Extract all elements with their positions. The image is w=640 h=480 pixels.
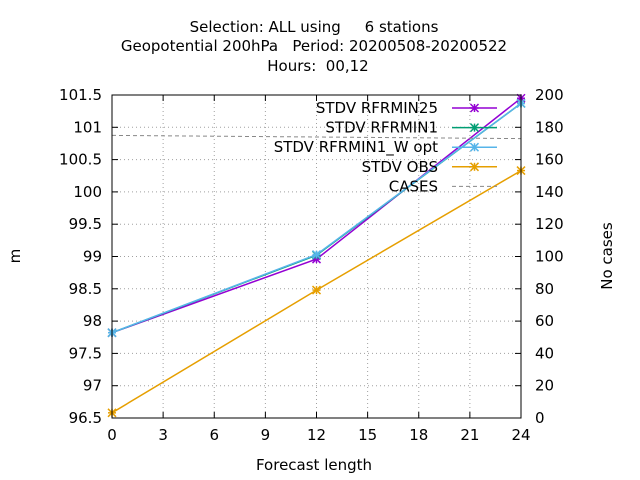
legend-label-4: CASES (389, 177, 438, 195)
x-axis-label: Forecast length (256, 456, 372, 474)
y-tick-label: 100 (73, 183, 102, 201)
y-tick-label: 96.5 (69, 409, 102, 427)
y-tick-label: 98.5 (69, 280, 102, 298)
y2-axis-label: No cases (598, 222, 616, 290)
y2-tick-label: 160 (535, 151, 564, 169)
chart-title-line-1: Selection: ALL using 6 stations (190, 18, 439, 36)
y2-tick-label: 120 (535, 215, 564, 233)
legend-label-2: STDV RFRMIN1_W opt (274, 138, 438, 157)
y-tick-label: 98 (83, 312, 102, 330)
legend-label-1: STDV RFRMIN1 (325, 119, 438, 137)
y-tick-label: 97 (83, 377, 102, 395)
data-point-series-3 (311, 285, 322, 295)
legend-marker-0 (469, 103, 480, 113)
data-point-series-2 (311, 250, 322, 260)
x-tick-label: 18 (409, 426, 428, 444)
x-tick-label: 24 (511, 426, 530, 444)
legend-label-3: STDV OBS (362, 158, 438, 176)
y-tick-label: 101.5 (59, 86, 102, 104)
y2-tick-label: 180 (535, 118, 564, 136)
legend-label-0: STDV RFRMIN25 (316, 99, 438, 117)
y2-tick-label: 140 (535, 183, 564, 201)
x-tick-label: 12 (307, 426, 326, 444)
x-tick-label: 9 (261, 426, 271, 444)
y2-tick-label: 40 (535, 344, 554, 362)
y-tick-label: 97.5 (69, 344, 102, 362)
y2-tick-label: 0 (535, 409, 545, 427)
y2-tick-label: 80 (535, 280, 554, 298)
x-tick-label: 0 (107, 426, 117, 444)
legend-marker-1 (469, 123, 480, 133)
y2-tick-label: 100 (535, 248, 564, 266)
x-tick-label: 3 (158, 426, 168, 444)
y2-tick-label: 20 (535, 377, 554, 395)
x-tick-label: 15 (358, 426, 377, 444)
x-tick-label: 21 (460, 426, 479, 444)
y2-tick-label: 200 (535, 86, 564, 104)
chart-title-line-2: Geopotential 200hPa Period: 20200508-202… (121, 37, 507, 55)
y-tick-label: 99 (83, 248, 102, 266)
y-axis-label: m (6, 249, 24, 264)
series-line-4 (111, 134, 522, 140)
chart-title-line-3: Hours: 00,12 (267, 57, 368, 75)
axis-ticks: 0 3 6 9 12 15 18 21 24 96.5 97 97.5 98 98.5 99 99.5 100 1… (59, 86, 564, 444)
legend-marker-3 (469, 162, 480, 172)
y-tick-label: 99.5 (69, 215, 102, 233)
y2-tick-label: 60 (535, 312, 554, 330)
y-tick-label: 100.5 (59, 151, 102, 169)
y-tick-label: 101 (73, 118, 102, 136)
legend-marker-2 (469, 142, 480, 152)
x-tick-label: 6 (209, 426, 219, 444)
